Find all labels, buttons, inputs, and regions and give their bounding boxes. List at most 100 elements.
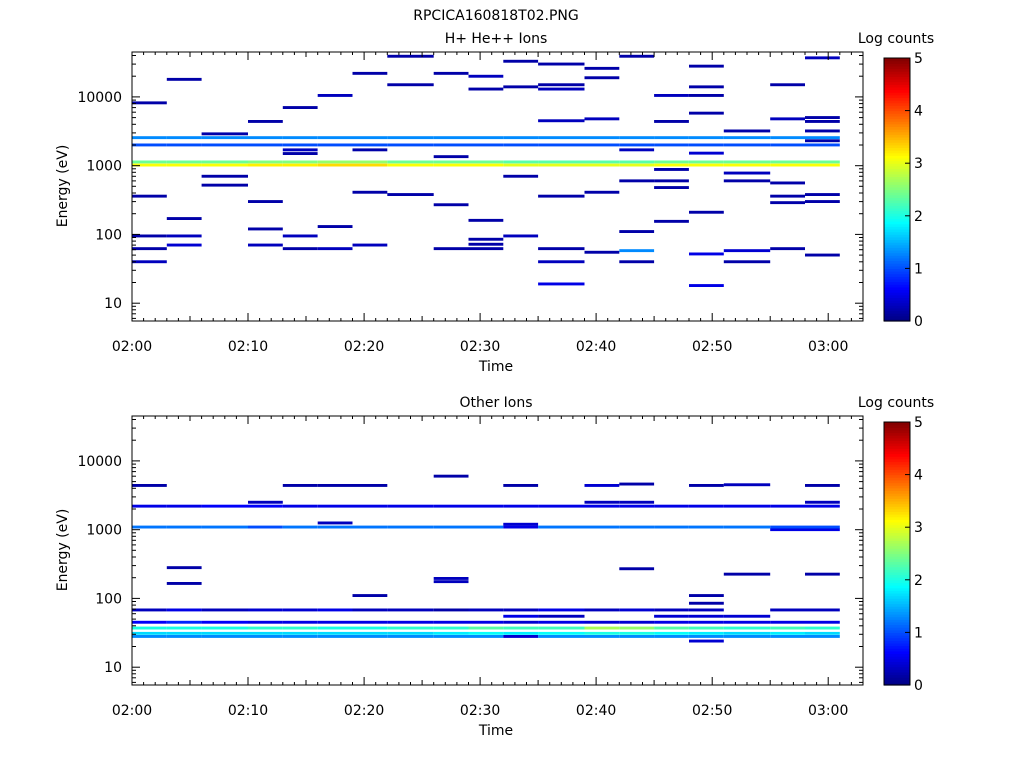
heatmap-cell [282, 635, 318, 638]
heatmap-cell [317, 635, 353, 638]
heatmap-cell [387, 620, 434, 624]
colorbar-swatch [884, 629, 910, 633]
x-axis-label: Time [478, 723, 513, 739]
colorbar-swatch [884, 674, 910, 678]
colorbar-swatch [884, 186, 910, 191]
colorbar-swatch [884, 479, 910, 484]
heatmap-cell [317, 94, 353, 97]
heatmap-cell [387, 163, 434, 167]
colorbar-swatch [884, 482, 910, 486]
colorbar-swatch [884, 613, 910, 618]
colorbar-swatch [884, 474, 910, 478]
heatmap-cell [433, 580, 469, 584]
heatmap-cell [166, 217, 202, 220]
colorbar-swatch [884, 192, 910, 196]
heatmap-cell [503, 484, 539, 487]
heatmap-cell [352, 620, 388, 624]
colorbar-swatch [884, 110, 910, 114]
colorbar-swatch [884, 679, 910, 683]
colorbar-swatch [884, 611, 910, 615]
heatmap-cell [654, 525, 689, 529]
x-tick-label: 02:30 [460, 703, 500, 719]
heatmap-cell [166, 136, 202, 140]
heatmap-cell [503, 608, 539, 612]
colorbar-swatch [884, 231, 910, 235]
colorbar-swatch [884, 310, 910, 314]
y-tick-label: 100 [95, 227, 122, 243]
colorbar-swatch [884, 571, 910, 576]
colorbar-swatch [884, 666, 910, 670]
heatmap-cell [248, 120, 283, 123]
colorbar-swatch [884, 97, 910, 101]
colorbar-swatch [884, 535, 910, 539]
heatmap-cell [805, 504, 840, 508]
colorbar-swatch [884, 244, 910, 248]
heatmap-cell [201, 174, 248, 178]
x-tick-label: 02:20 [344, 703, 384, 719]
colorbar-swatch [884, 564, 910, 568]
heatmap-cell [317, 160, 353, 164]
colorbar-label: Log counts [858, 31, 934, 47]
heatmap-cell [468, 504, 504, 508]
colorbar-swatch [884, 79, 910, 83]
heatmap-cell [468, 87, 504, 91]
colorbar-swatch [884, 218, 910, 222]
colorbar-swatch [884, 202, 910, 206]
colorbar: 0 1 2 3 4 5 [883, 51, 923, 330]
colorbar-swatch [884, 131, 910, 135]
colorbar-swatch [884, 236, 910, 241]
colorbar-swatch [884, 281, 910, 285]
heatmap-cell [723, 136, 771, 140]
colorbar-swatch [884, 68, 910, 72]
heatmap-cell [723, 483, 771, 487]
heatmap-cell [317, 225, 353, 228]
heatmap-cell [770, 201, 805, 205]
heatmap-cell [433, 525, 469, 529]
colorbar-label: Log counts [858, 395, 934, 411]
colorbar-swatch [884, 495, 910, 499]
x-tick-label: 02:30 [460, 339, 500, 355]
heatmap-cell [132, 143, 167, 147]
y-axis-label: Energy (eV) [55, 145, 71, 228]
heatmap-cell [201, 504, 248, 508]
colorbar-swatch [884, 215, 910, 220]
heatmap-cell [132, 635, 167, 638]
x-tick-label: 02:10 [228, 339, 268, 355]
heatmap-cell [132, 247, 167, 251]
heatmap-cell [619, 136, 655, 140]
heatmap-cell [689, 594, 724, 597]
colorbar-swatch [884, 598, 910, 602]
colorbar-swatch [884, 160, 910, 164]
colorbar-tick-label: 5 [914, 51, 923, 67]
colorbar-swatch [884, 516, 910, 520]
colorbar-swatch [884, 503, 910, 507]
heatmap-cell [503, 174, 539, 178]
heatmap-cell [584, 500, 620, 504]
heatmap-cell [248, 227, 283, 231]
heatmap-cell [538, 143, 585, 147]
heatmap-cell [654, 160, 689, 164]
colorbar-swatch [884, 123, 910, 127]
heatmap-cell [689, 85, 724, 89]
heatmap-cell [166, 143, 202, 147]
colorbar-swatch [884, 299, 910, 304]
heatmap-cell [805, 253, 840, 257]
heatmap-cell [503, 620, 539, 624]
heatmap-cell [584, 525, 620, 529]
heatmap-cell [166, 243, 202, 247]
heatmap-cell [317, 504, 353, 508]
colorbar-swatch [884, 579, 910, 584]
colorbar-swatch [884, 661, 910, 665]
heatmap-cell [352, 71, 388, 75]
colorbar-swatch [884, 656, 910, 660]
colorbar-swatch [884, 289, 910, 293]
heatmap-cell [538, 87, 585, 91]
x-tick-label: 02:40 [576, 703, 616, 719]
colorbar-swatch [884, 637, 910, 641]
heatmap-cell [770, 631, 805, 635]
heatmap-cell [723, 631, 771, 635]
heatmap-cell [468, 237, 504, 241]
colorbar-swatch [884, 648, 910, 652]
heatmap-cell [538, 635, 585, 638]
heatmap-cell [584, 190, 620, 194]
